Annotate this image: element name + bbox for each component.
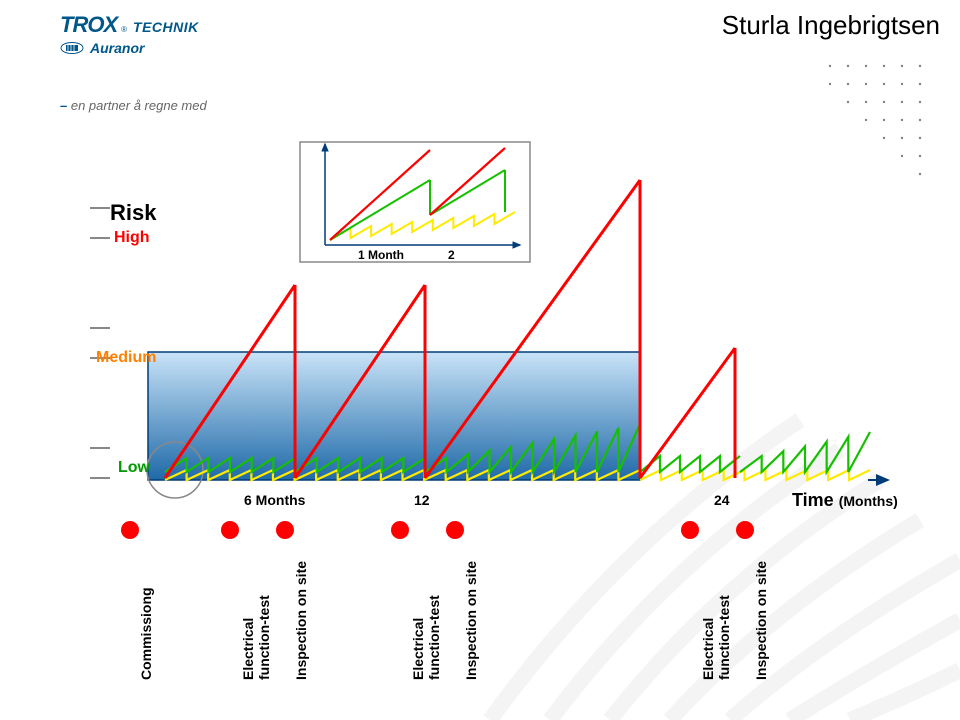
page-root: Sturla Ingebrigtsen TROX ® TECHNIK Auran… bbox=[0, 0, 960, 720]
inset-x-1month: 1 Month bbox=[358, 248, 404, 262]
inset-chart bbox=[0, 0, 960, 720]
inset-x-2: 2 bbox=[448, 248, 455, 262]
inset-frame bbox=[300, 142, 530, 262]
